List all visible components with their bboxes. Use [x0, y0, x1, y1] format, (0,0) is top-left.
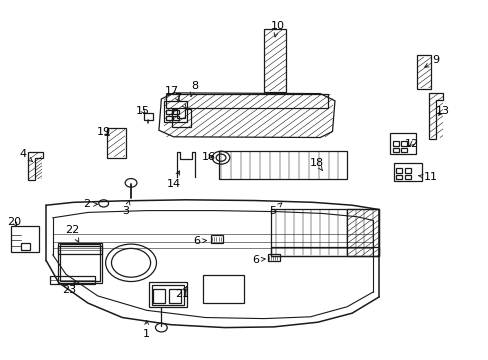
- Text: 4: 4: [20, 149, 32, 161]
- Text: 22: 22: [65, 225, 80, 242]
- Bar: [143, 113, 152, 120]
- Text: 12: 12: [404, 139, 418, 149]
- Bar: [267, 254, 279, 261]
- Bar: [392, 141, 398, 146]
- Bar: [395, 168, 401, 173]
- Bar: [60, 244, 100, 281]
- Bar: [20, 243, 30, 250]
- Text: 2: 2: [83, 199, 97, 210]
- Bar: [416, 55, 430, 89]
- Bar: [50, 276, 95, 284]
- Text: 3: 3: [122, 200, 130, 216]
- Bar: [163, 101, 187, 122]
- Bar: [152, 285, 184, 305]
- Bar: [152, 289, 165, 303]
- Bar: [173, 116, 179, 120]
- Bar: [392, 148, 398, 152]
- Bar: [165, 110, 171, 114]
- Bar: [11, 226, 39, 252]
- Text: 14: 14: [166, 171, 180, 189]
- Text: 18: 18: [309, 158, 323, 171]
- Bar: [400, 148, 406, 152]
- Bar: [389, 133, 415, 154]
- Text: 21: 21: [175, 287, 188, 300]
- Bar: [271, 209, 378, 256]
- Bar: [106, 128, 126, 158]
- Bar: [271, 247, 378, 256]
- Text: 10: 10: [270, 21, 284, 37]
- Circle shape: [125, 179, 137, 187]
- Bar: [219, 151, 346, 179]
- Bar: [395, 175, 401, 179]
- Bar: [211, 235, 223, 243]
- Text: 1: 1: [143, 321, 150, 339]
- Text: 6: 6: [193, 236, 206, 246]
- Bar: [173, 110, 179, 114]
- Text: 16: 16: [202, 152, 216, 162]
- Text: 5: 5: [269, 203, 281, 216]
- Bar: [404, 175, 410, 179]
- Bar: [404, 168, 410, 173]
- Text: 8: 8: [190, 81, 198, 96]
- Text: 6: 6: [251, 255, 264, 265]
- Text: 23: 23: [62, 282, 76, 295]
- Text: 15: 15: [136, 106, 149, 116]
- Bar: [58, 243, 102, 283]
- Bar: [166, 94, 327, 108]
- Bar: [346, 209, 378, 256]
- Bar: [203, 275, 244, 303]
- Text: 9: 9: [424, 55, 439, 67]
- Text: 7: 7: [174, 93, 186, 108]
- Text: 19: 19: [97, 127, 110, 138]
- Bar: [165, 116, 171, 120]
- Text: 17: 17: [165, 86, 179, 101]
- Text: 11: 11: [418, 172, 437, 182]
- Bar: [168, 289, 181, 303]
- Bar: [149, 282, 187, 307]
- Bar: [393, 163, 421, 181]
- Circle shape: [99, 200, 108, 207]
- Bar: [264, 29, 285, 92]
- Text: 20: 20: [8, 217, 21, 228]
- Bar: [58, 246, 102, 254]
- Bar: [400, 141, 406, 146]
- Text: 13: 13: [435, 106, 448, 116]
